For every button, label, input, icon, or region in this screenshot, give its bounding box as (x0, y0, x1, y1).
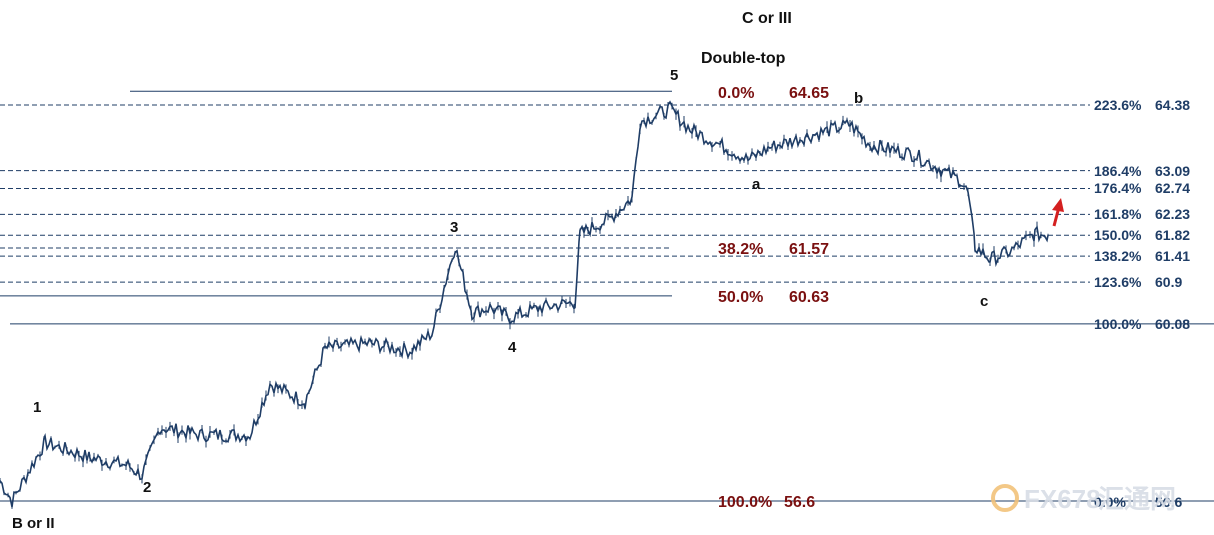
fib-left-value-100: 56.6 (784, 494, 815, 511)
wave-label-5: 5 (670, 67, 678, 84)
fib-left-value-50: 60.63 (789, 289, 829, 306)
wave-label-c: c (980, 293, 988, 310)
fib-right-value-1000: 60.08 (1155, 316, 1190, 332)
fib-left-value-38: 61.57 (789, 241, 829, 258)
wave-label-a: a (752, 176, 761, 193)
up-arrow-icon (1052, 198, 1064, 227)
watermark-text: FX678 (1024, 484, 1101, 514)
fib-left-pct-50: 50.0% (718, 289, 763, 306)
fib-right-value-1236: 60.9 (1155, 274, 1182, 290)
fib-left-value-0: 64.65 (789, 85, 829, 102)
fib-right-value-1382: 61.41 (1155, 248, 1190, 264)
watermark-logo: FX678 汇通网 (991, 484, 1176, 514)
price-line (0, 100, 1049, 508)
fib-right-value-00: 56.6 (1155, 494, 1182, 510)
fib-right-label-1764: 176.4% (1094, 180, 1142, 196)
fib-right-label-00: 0.0% (1094, 494, 1126, 510)
fib-right-label-1500: 150.0% (1094, 227, 1142, 243)
fib-right-label-1618: 161.8% (1094, 206, 1142, 222)
fib-left-pct-0: 0.0% (718, 85, 754, 102)
fib-right-value-2236: 64.38 (1155, 97, 1190, 113)
fib-left-pct-38: 38.2% (718, 241, 763, 258)
fib-left-pct-100: 100.0% (718, 494, 772, 511)
fib-right-label-1000: 100.0% (1094, 316, 1142, 332)
price-series (0, 100, 1049, 509)
wave-label-1: 1 (33, 399, 41, 416)
fibonacci-lines (0, 90, 1214, 502)
chart-title: C or III (742, 10, 792, 27)
fib-right-labels: 223.6% 64.38 186.4% 63.09 176.4% 62.74 1… (1094, 97, 1190, 510)
watermark-cn-text: 汇通网 (1098, 484, 1176, 514)
fib-right-label-1864: 186.4% (1094, 163, 1142, 179)
fib-right-value-1764: 62.74 (1155, 180, 1190, 196)
fib-right-label-2236: 223.6% (1094, 97, 1142, 113)
fib-right-value-1864: 63.09 (1155, 163, 1190, 179)
wave-label-b-or-ii: B or II (12, 515, 55, 532)
fib-right-label-1236: 123.6% (1094, 274, 1142, 290)
fib-right-label-1382: 138.2% (1094, 248, 1142, 264)
fib-right-value-1618: 62.23 (1155, 206, 1190, 222)
watermark-ring-icon (991, 484, 1019, 512)
wave-label-2: 2 (143, 479, 151, 496)
wave-label-4: 4 (508, 339, 517, 356)
wave-label-3: 3 (450, 219, 458, 236)
wave-label-b: b (854, 90, 863, 107)
double-top-annotation: Double-top (701, 50, 786, 67)
fib-right-value-1500: 61.82 (1155, 227, 1190, 243)
